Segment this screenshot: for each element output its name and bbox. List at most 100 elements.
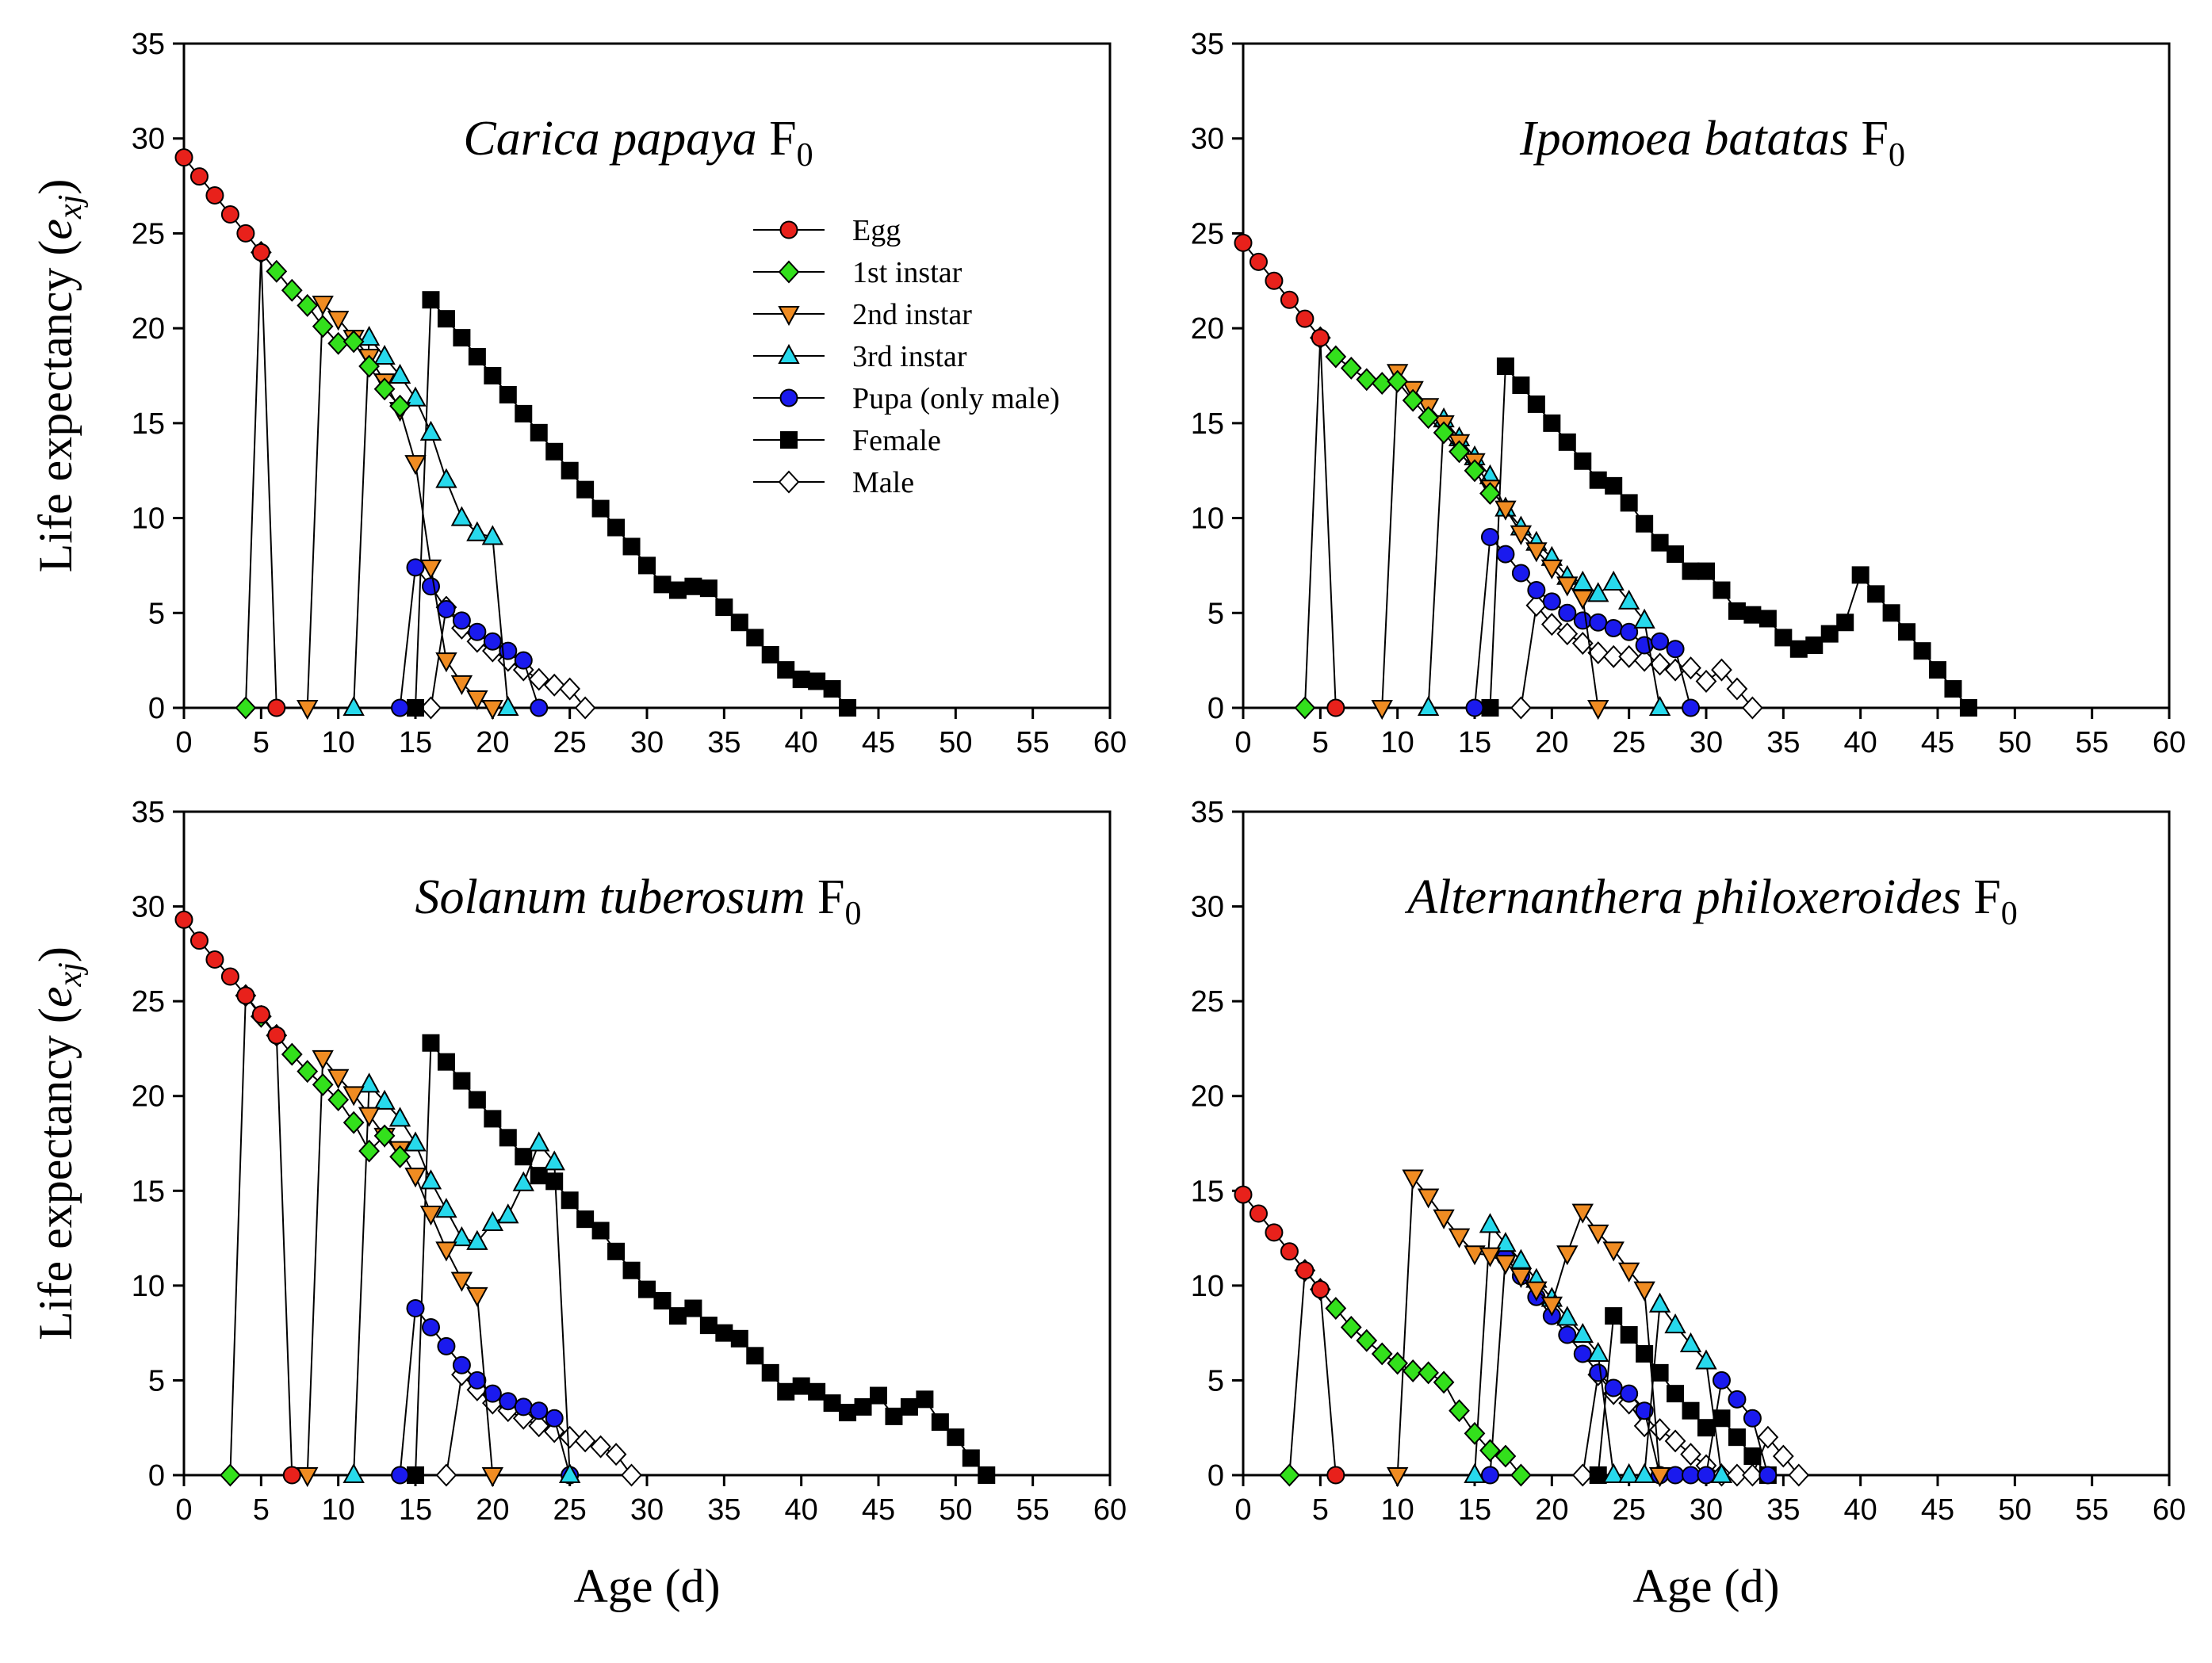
data-point [1633, 1462, 1655, 1483]
x-tick-label: 35 [1766, 1493, 1800, 1527]
data-point [1648, 1292, 1671, 1313]
data-point [1664, 1429, 1686, 1453]
data-point [220, 1463, 241, 1487]
data-point [420, 696, 442, 720]
data-point [1556, 622, 1579, 646]
y-tick-label: 0 [148, 692, 165, 725]
data-point [1743, 1409, 1762, 1428]
data-point [391, 698, 410, 717]
x-tick-label: 50 [939, 726, 972, 759]
data-point [484, 367, 502, 384]
data-point [1649, 652, 1670, 676]
data-point [1571, 1203, 1594, 1224]
x-tick-label: 55 [2076, 1493, 2109, 1527]
x-tick-label: 60 [1093, 726, 1127, 759]
data-point [808, 1382, 826, 1401]
data-point [622, 1261, 641, 1279]
x-axis-title: Age (d) [1633, 1560, 1780, 1612]
data-point [1387, 1351, 1409, 1375]
y-tick-label: 35 [1191, 28, 1224, 61]
data-point [481, 1467, 504, 1488]
y-tick-label: 5 [1207, 597, 1224, 630]
data-point [1311, 1280, 1330, 1299]
data-point [404, 1131, 427, 1152]
data-point [1695, 1349, 1717, 1370]
data-point [312, 296, 334, 316]
y-tick-label: 0 [1207, 1459, 1224, 1493]
data-point [1710, 1462, 1733, 1483]
data-point [1682, 698, 1701, 717]
data-point [358, 1107, 381, 1127]
legend-marker [780, 431, 798, 449]
y-tick-label: 20 [1191, 312, 1224, 346]
data-point [559, 1425, 581, 1449]
data-point [483, 632, 502, 651]
data-point [514, 651, 533, 670]
x-tick-label: 55 [2076, 726, 2109, 759]
y-tick-label: 25 [1191, 985, 1224, 1019]
data-point [1680, 656, 1701, 680]
data-point [823, 1394, 841, 1413]
data-point [388, 1107, 411, 1127]
data-point [1571, 590, 1594, 610]
panel-title-species: Ipomoea batatas [1519, 112, 1849, 166]
data-point [653, 1291, 672, 1309]
data-point [251, 1005, 270, 1024]
data-point [1295, 309, 1315, 328]
y-tick-label: 20 [132, 1080, 165, 1114]
legend-label: 3rd instar [852, 340, 967, 373]
data-point [1620, 1326, 1638, 1344]
series-line [1489, 364, 1969, 709]
data-point [1651, 632, 1670, 651]
data-point [1728, 1428, 1746, 1447]
data-point [1587, 1224, 1609, 1244]
data-point [1620, 622, 1639, 641]
data-point [452, 1355, 471, 1374]
x-tick-label: 60 [2153, 726, 2186, 759]
data-point [1543, 414, 1561, 432]
data-point [1265, 271, 1284, 290]
data-point [1464, 1462, 1486, 1483]
data-point [1265, 1223, 1284, 1242]
data-point [281, 1042, 303, 1066]
x-tick-label: 20 [1535, 1493, 1568, 1527]
data-point [1898, 623, 1916, 641]
data-point [1356, 368, 1378, 392]
data-point [528, 1131, 550, 1152]
data-point [453, 329, 471, 347]
y-tick-label: 25 [132, 217, 165, 250]
y-tick-label: 25 [1191, 217, 1224, 250]
panel-title-subscript: 0 [797, 137, 813, 174]
data-point [1510, 1267, 1533, 1288]
data-point [1589, 613, 1608, 632]
legend-item: Male [753, 466, 914, 499]
legend-item: Egg [753, 214, 901, 247]
y-tick-label: 10 [1191, 503, 1224, 536]
data-point [1295, 1261, 1315, 1280]
x-tick-label: 0 [175, 726, 192, 759]
data-point [746, 629, 764, 647]
data-point [1525, 1281, 1548, 1302]
y-tick-label: 30 [132, 123, 165, 156]
y-tick-label: 0 [1207, 692, 1224, 725]
data-point [1605, 1307, 1623, 1325]
legend-marker [779, 220, 798, 239]
data-point [450, 675, 473, 695]
data-point [1496, 545, 1515, 564]
legend-label: 2nd instar [852, 298, 972, 331]
data-point [1649, 1418, 1670, 1442]
data-point [574, 1429, 596, 1453]
series-3rd-instar [343, 1072, 581, 1483]
data-point [1326, 1466, 1345, 1485]
legend-item: 1st instar [753, 256, 962, 289]
data-point [422, 1034, 440, 1052]
data-point [235, 696, 257, 720]
data-point [607, 1242, 626, 1260]
x-tick-label: 35 [707, 726, 741, 759]
data-point [1587, 641, 1609, 665]
legend-item: 3rd instar [753, 340, 967, 373]
data-point [174, 148, 193, 167]
x-tick-label: 10 [1381, 726, 1414, 759]
data-point [1249, 1204, 1268, 1223]
